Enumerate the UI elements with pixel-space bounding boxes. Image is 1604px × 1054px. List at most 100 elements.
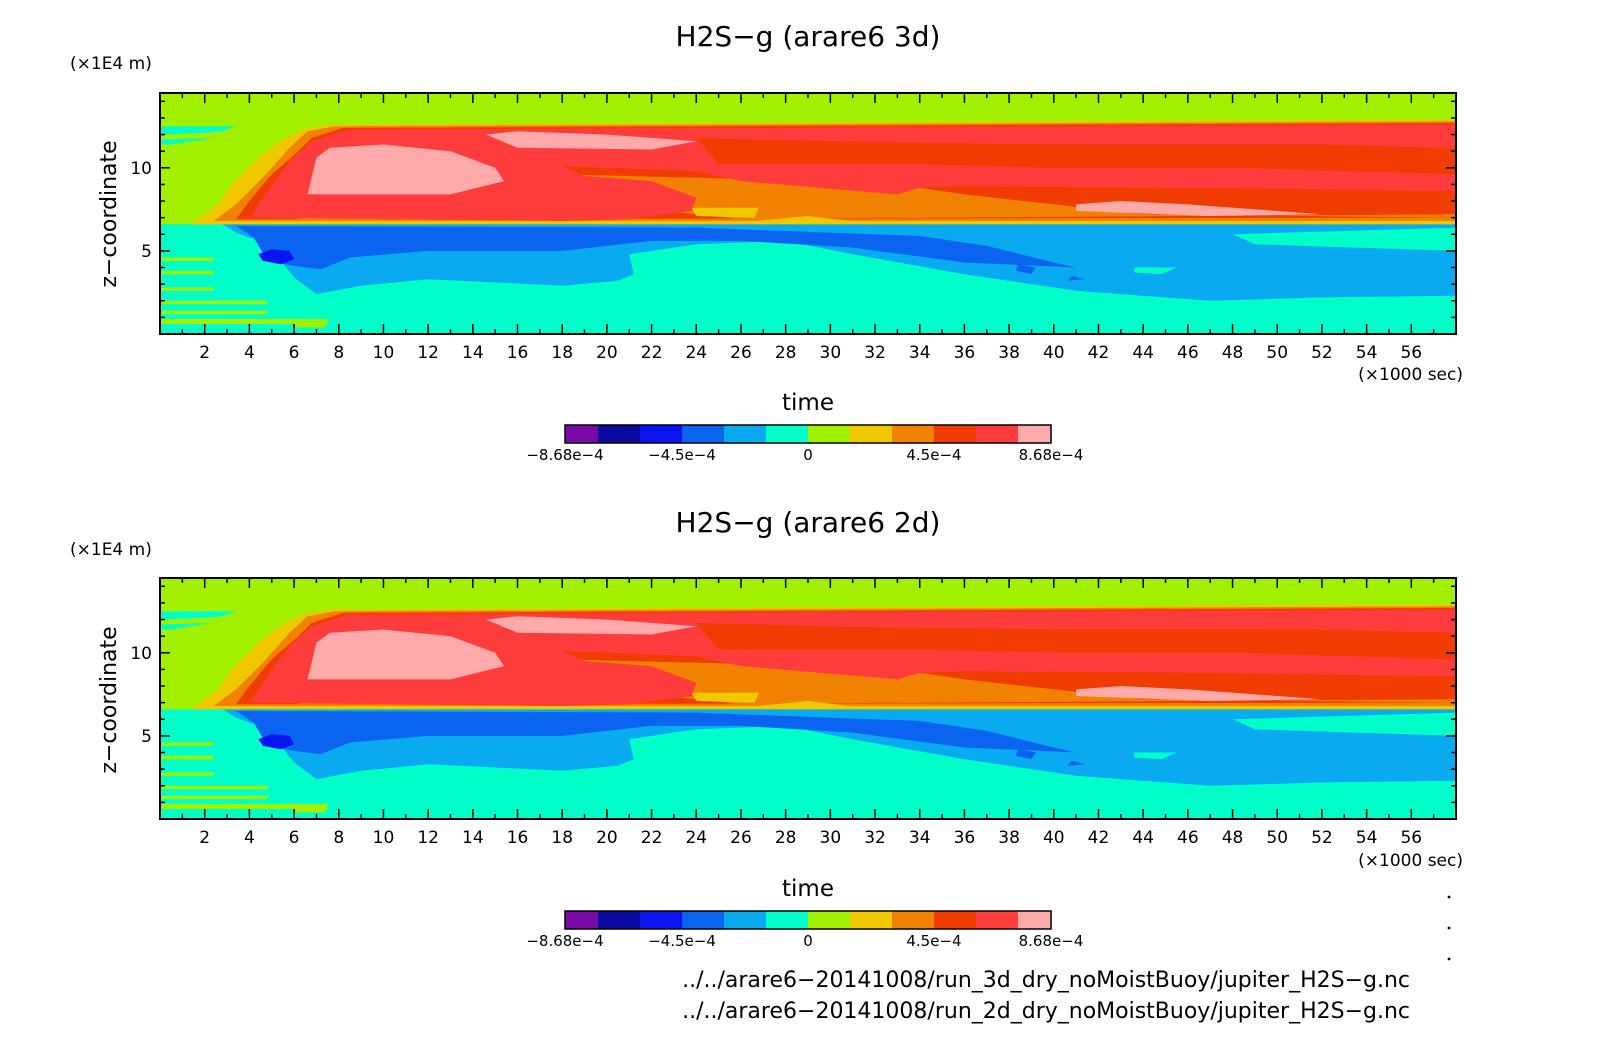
contour-region-3 xyxy=(236,711,1077,755)
colorbar-swatch xyxy=(933,911,977,929)
x-tick-label: 4 xyxy=(244,828,255,848)
x-tick-label: 44 xyxy=(1132,828,1154,848)
x-tick-label: 42 xyxy=(1088,343,1110,363)
colorbar-swatch xyxy=(975,911,1019,929)
x-tick-label: 48 xyxy=(1222,828,1244,848)
contour-region-19 xyxy=(307,629,505,680)
footer-path-3d: ../../arare6−20141008/run_3d_dry_noMoist… xyxy=(682,968,1410,993)
x-tick-label: 52 xyxy=(1311,343,1333,363)
x-tick-label: 26 xyxy=(730,343,752,363)
x-tick-label: 40 xyxy=(1043,828,1065,848)
x-tick-label: 30 xyxy=(820,828,842,848)
contour-region-17 xyxy=(741,216,875,225)
colorbar-swatch xyxy=(1017,425,1052,443)
colorbar-swatch xyxy=(808,911,851,929)
colorbar-label: 4.5e−4 xyxy=(906,446,961,464)
colorbar-swatch xyxy=(766,911,809,929)
x-tick-label: 26 xyxy=(730,828,752,848)
x-tick-label: 4 xyxy=(244,343,255,363)
x-tick-label: 2 xyxy=(199,343,210,363)
x-tick-label: 16 xyxy=(507,343,529,363)
contour-region-17 xyxy=(741,701,875,710)
colorbar-swatch xyxy=(849,911,893,929)
y-axis: 5 10 xyxy=(130,585,1456,804)
x-tick-label: 14 xyxy=(462,828,484,848)
contour-region-6 xyxy=(1067,760,1086,766)
contour-region-18 xyxy=(691,207,759,218)
x-tick-label: 38 xyxy=(998,343,1020,363)
contour-region-24 xyxy=(160,287,214,291)
contour-region-7 xyxy=(1134,267,1177,275)
x-tick-label: 20 xyxy=(596,828,618,848)
x-tick-label: 6 xyxy=(289,343,300,363)
colorbar: −8.68e−4 −4.5e−4 0 4.5e−4 8.68e−4 xyxy=(526,910,1083,950)
x-tick-label: 52 xyxy=(1311,828,1333,848)
contour-region-20 xyxy=(486,131,697,150)
colorbar-swatch xyxy=(1017,911,1052,929)
colorbar-label: 8.68e−4 xyxy=(1019,446,1084,464)
contour-region-18 xyxy=(691,692,759,703)
colorbar: −8.68e−4 −4.5e−4 0 4.5e−4 8.68e−4 xyxy=(526,424,1084,464)
contour-region-23 xyxy=(160,300,268,305)
contour-region-16 xyxy=(830,679,920,703)
colorbar-swatch xyxy=(724,425,767,443)
contour-region-28 xyxy=(294,322,326,328)
contour-region-9 xyxy=(160,137,214,145)
contour-region-19 xyxy=(307,144,505,195)
colorbar-swatch xyxy=(682,911,725,929)
x-tick-label: 28 xyxy=(775,343,797,363)
colorbar-swatch xyxy=(975,425,1019,443)
x-axis: 2 4 6 8 10 12 14 16 18 20 22 24 26 28 30 32 34 36 38 40 42 44… xyxy=(181,578,1435,848)
contour-region-26 xyxy=(160,742,214,746)
footer-path-2d: ../../arare6−20141008/run_2d_dry_noMoist… xyxy=(682,999,1410,1024)
colorbar-label: −4.5e−4 xyxy=(648,446,716,464)
contour-region-4 xyxy=(258,734,295,750)
x-tick-label: 34 xyxy=(909,343,931,363)
colorbar-swatch xyxy=(891,911,935,929)
x-tick-label: 36 xyxy=(954,828,976,848)
x-tick-label: 14 xyxy=(462,343,484,363)
y-tick-label: 5 xyxy=(141,727,152,747)
x-tick-label: 6 xyxy=(289,828,300,848)
x-tick-label: 32 xyxy=(864,343,886,363)
contour-region-8 xyxy=(160,611,236,620)
contour-region-21 xyxy=(1076,686,1322,701)
colorbar-label: 4.5e−4 xyxy=(906,932,961,950)
colorbar-swatch xyxy=(891,425,935,443)
colorbar-swatch xyxy=(598,425,641,443)
x-tick-label: 12 xyxy=(417,828,439,848)
contour-region-15 xyxy=(696,137,1456,175)
colorbar-frame xyxy=(564,424,1052,444)
x-tick-label: 54 xyxy=(1356,343,1378,363)
y-axis-label: z−coordinate xyxy=(97,626,122,773)
contour-region-6 xyxy=(1067,275,1086,281)
contour-region-22 xyxy=(160,319,328,324)
y-axis: 5 10 xyxy=(130,100,1456,319)
x-tick-label: 18 xyxy=(551,828,573,848)
y-tick-label: 10 xyxy=(130,159,152,179)
contour-region-21 xyxy=(1076,201,1322,216)
contour-region-9 xyxy=(160,622,214,630)
contour-region-7 xyxy=(1134,752,1177,760)
colorbar-label: −8.68e−4 xyxy=(526,932,603,950)
x-axis-label: time xyxy=(782,390,834,416)
colorbar-swatch xyxy=(565,911,599,929)
contour-region-25 xyxy=(160,755,214,760)
x-tick-label: 50 xyxy=(1266,343,1288,363)
contour-region-4 xyxy=(258,249,295,265)
x-tick-label: 24 xyxy=(685,828,707,848)
x-tick-label: 22 xyxy=(641,343,663,363)
colorbar-label: 0 xyxy=(803,446,813,464)
chart-title: H2S−g (arare6 3d) xyxy=(676,20,941,53)
x-tick-label: 22 xyxy=(641,828,663,848)
x-tick-label: 40 xyxy=(1043,343,1065,363)
y-tick-label: 10 xyxy=(130,644,152,664)
x-tick-label: 50 xyxy=(1266,828,1288,848)
x-tick-label: 42 xyxy=(1088,828,1110,848)
x-tick-label: 30 xyxy=(820,343,842,363)
contour-region-22 xyxy=(160,804,328,809)
colorbar-swatch xyxy=(766,425,809,443)
contour-region-3 xyxy=(236,226,1077,270)
x-axis: 2 4 6 8 10 12 14 16 18 20 22 24 26 28 30 32 34 36 38 40 42 44… xyxy=(181,93,1435,363)
